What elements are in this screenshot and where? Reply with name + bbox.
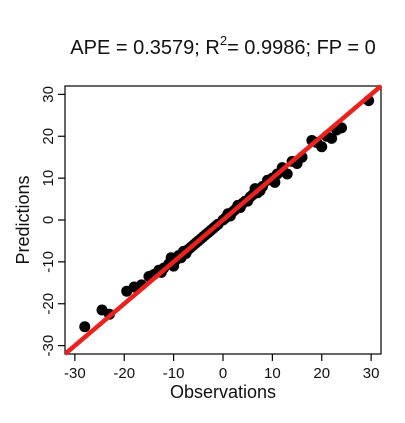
x-tick-label: -30 <box>64 365 86 382</box>
data-point <box>79 321 91 333</box>
x-tick-label: -10 <box>163 365 185 382</box>
y-axis-ticks: -30 -20 -10 0 10 20 30 <box>40 86 65 356</box>
x-tick-label: -20 <box>113 365 135 382</box>
x-tick-label: 20 <box>313 365 330 382</box>
y-tick-label: 20 <box>40 128 57 145</box>
fit-line-group <box>65 84 383 356</box>
fit-line <box>65 84 383 356</box>
chart-title: APE = 0.3579; R2= 0.9986; FP = 0 <box>70 33 375 59</box>
data-point <box>281 168 293 180</box>
y-tick-label: -20 <box>40 293 57 315</box>
y-axis-label: Predictions <box>13 175 33 264</box>
x-axis-ticks: -30 -20 -10 0 10 20 30 <box>64 354 379 382</box>
y-tick-label: 10 <box>40 170 57 187</box>
data-point <box>336 122 347 134</box>
x-tick-label: 10 <box>264 365 281 382</box>
y-tick-label: -30 <box>40 335 57 357</box>
data-point <box>326 132 338 144</box>
x-tick-label: 0 <box>219 365 227 382</box>
y-tick-label: 0 <box>40 216 57 224</box>
x-tick-label: 30 <box>363 365 380 382</box>
y-tick-label: -10 <box>40 251 57 273</box>
y-tick-label: 30 <box>40 86 57 103</box>
x-axis-label: Observations <box>170 382 276 402</box>
data-point <box>316 141 328 153</box>
